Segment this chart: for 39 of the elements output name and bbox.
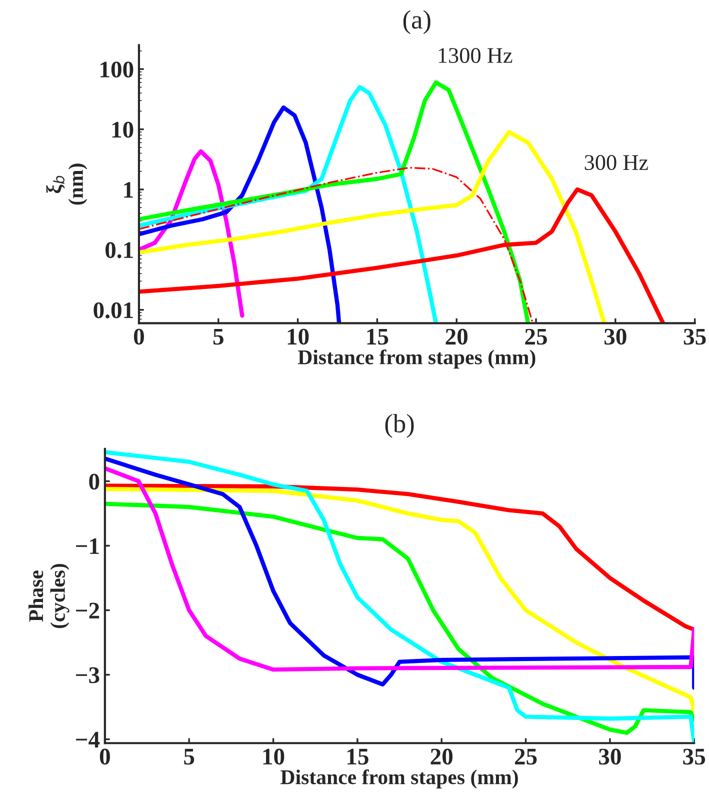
y-tick-label: −1 — [76, 538, 99, 554]
x-tick-label: 25 — [525, 328, 547, 345]
x-tick-label: 10 — [288, 328, 309, 345]
line-series — [138, 80, 530, 324]
y-tick-label: 1 — [124, 182, 133, 198]
x-axis-title: Distance from stapes (mm) — [280, 769, 518, 789]
x-tick-label: 10 — [263, 748, 284, 765]
x-tick-label: 20 — [430, 748, 453, 765]
line-series — [104, 486, 694, 712]
x-tick-label: 15 — [367, 328, 388, 345]
y-tick-label: −2 — [76, 602, 100, 618]
x-axis-title: Distance from stapes (mm) — [298, 349, 536, 369]
line-series — [104, 502, 694, 735]
y-tick-label: 100 — [100, 62, 134, 78]
line-series — [138, 105, 342, 324]
y-axis-title: ξ$_{b}$ (nm) — [46, 164, 88, 205]
x-tick-label: 35 — [684, 328, 706, 345]
annotation: 1300 Hz — [438, 48, 512, 64]
y-tick-label: −3 — [76, 667, 100, 684]
x-tick-label: 30 — [604, 328, 626, 345]
y-tick-label: 0.1 — [105, 242, 133, 258]
x-tick-label: 5 — [213, 328, 224, 345]
line-series — [104, 484, 694, 632]
annotation: 300 Hz — [584, 155, 648, 170]
x-tick-label: 15 — [348, 748, 368, 765]
x-tick-label: 0 — [134, 328, 144, 345]
x-tick-label: 20 — [446, 328, 468, 345]
x-tick-label: 5 — [184, 748, 194, 765]
chart-title: (b) — [385, 414, 414, 438]
x-tick-label: 30 — [599, 748, 621, 765]
line-series — [104, 450, 694, 744]
x-tick-label: 35 — [683, 748, 706, 765]
y-tick-label: 0 — [89, 474, 100, 490]
y-axis-title: Phase (cycles) — [28, 564, 70, 628]
y-tick-label: 10 — [112, 122, 134, 138]
x-tick-label: 25 — [514, 748, 537, 765]
y-tick-label: −4 — [76, 732, 100, 748]
y-tick-label: 0.01 — [94, 302, 133, 318]
chart-title: (a) — [403, 10, 430, 34]
